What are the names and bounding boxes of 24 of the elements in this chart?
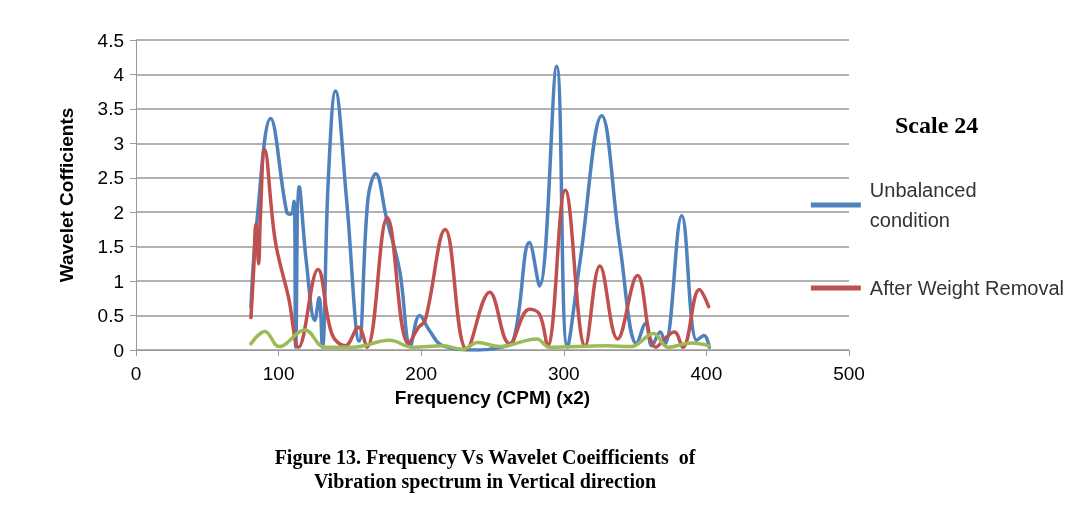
y-tick-label: 4 xyxy=(113,63,125,85)
x-tick-label: 400 xyxy=(690,363,723,384)
y-tick-label: 3 xyxy=(113,132,124,154)
y-tick-label: 3.5 xyxy=(97,98,124,120)
x-tick-label: 300 xyxy=(547,363,580,384)
legend-label: After Weight Removal xyxy=(869,277,1065,299)
legend-title: Scale 24 xyxy=(895,112,979,138)
x-tick-label: 100 xyxy=(262,363,295,384)
y-tick-label: 0 xyxy=(113,339,124,361)
text: Figure 13. Frequency Vs Wavelet Coeifficients of Vibration spectrum in Vertical direction xyxy=(274,446,696,493)
x-axis-title: Frequency (CPM) (x2) xyxy=(394,386,591,408)
y-tick-label: 1.5 xyxy=(97,236,124,258)
y-tick-label: 0.5 xyxy=(97,305,124,327)
y-tick-label: 1 xyxy=(113,270,124,292)
legend-label: Unbalanced condition xyxy=(869,179,977,231)
y-tick-label: 2 xyxy=(113,201,124,223)
line-series xyxy=(249,147,711,352)
y-axis-title: Wavelet Cofficients xyxy=(56,107,77,283)
y-tick-label: 4.5 xyxy=(97,29,124,51)
x-tick-label: 500 xyxy=(833,363,865,384)
y-tick-label: 2.5 xyxy=(97,167,124,189)
line-series xyxy=(249,328,711,352)
x-tick-label: 200 xyxy=(405,363,438,384)
x-tick-label: 0 xyxy=(130,363,142,384)
